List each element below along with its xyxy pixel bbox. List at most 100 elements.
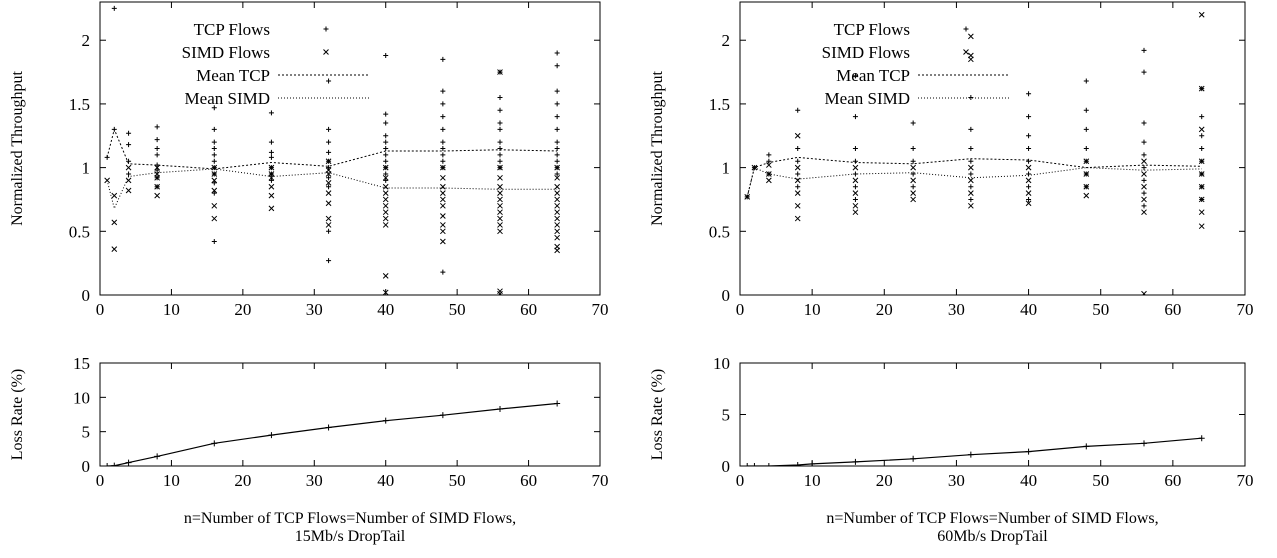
tcp-flow-point bbox=[268, 139, 274, 145]
x-tick-label: 50 bbox=[449, 300, 466, 319]
tcp-flow-point bbox=[1026, 146, 1032, 151]
tcp-flow-point bbox=[326, 228, 332, 234]
tcp-flow-point bbox=[554, 158, 560, 164]
loss-rate-point bbox=[554, 400, 561, 407]
tcp-flow-point bbox=[852, 184, 858, 190]
simd-flow-point bbox=[440, 213, 446, 219]
simd-flow-point bbox=[554, 222, 560, 228]
simd-flow-point bbox=[497, 228, 503, 235]
tcp-flow-point bbox=[383, 171, 389, 177]
tcp-flow-point bbox=[1141, 165, 1147, 171]
x-tick-label: 10 bbox=[804, 471, 821, 490]
x-tick-label: 30 bbox=[306, 300, 323, 319]
x-tick-label: 30 bbox=[306, 471, 323, 490]
tcp-flow-point bbox=[1141, 69, 1147, 75]
simd-flow-point bbox=[268, 205, 275, 212]
loss-rate-point bbox=[809, 460, 816, 466]
tcp-flow-point bbox=[440, 158, 446, 164]
loss-rate-point bbox=[497, 406, 503, 413]
x-tick-label: 50 bbox=[1092, 300, 1109, 319]
tcp-flow-point bbox=[211, 180, 217, 186]
mean-simd-line bbox=[106, 168, 558, 210]
simd-flow-point bbox=[440, 196, 446, 203]
simd-flow-point bbox=[440, 183, 446, 190]
tcp-flow-point bbox=[326, 258, 332, 264]
loss-rate-point bbox=[211, 440, 218, 447]
loss-rate-point bbox=[765, 463, 772, 466]
simd-flow-point bbox=[382, 215, 389, 222]
legend-label: SIMD Flows bbox=[182, 43, 270, 62]
tcp-flow-point bbox=[554, 114, 560, 120]
y-tick-label: 2 bbox=[82, 31, 91, 50]
simd-flow-point bbox=[554, 215, 560, 222]
simd-flow-point bbox=[382, 289, 389, 295]
x-tick-label: 70 bbox=[1237, 471, 1254, 490]
legend-simd-marker bbox=[963, 49, 969, 55]
tcp-flow-point bbox=[383, 177, 389, 183]
simd-flow-point bbox=[440, 228, 446, 235]
simd-flow-point bbox=[1083, 192, 1090, 199]
simd-flow-point bbox=[1141, 158, 1147, 165]
loss-rate-point bbox=[794, 461, 801, 466]
tcp-flow-point bbox=[211, 105, 217, 111]
x-tick-label: 70 bbox=[592, 300, 609, 319]
y-tick-label: 1 bbox=[82, 159, 91, 178]
tcp-flow-point bbox=[1026, 133, 1032, 139]
tcp-flow-point bbox=[111, 5, 117, 11]
tcp-flow-point bbox=[1026, 114, 1032, 120]
simd-flow-point bbox=[794, 177, 801, 184]
tcp-flow-point bbox=[852, 73, 858, 79]
tcp-flow-point bbox=[326, 175, 332, 181]
simd-flow-point bbox=[1083, 171, 1090, 177]
chart-panel-3: 0 10 20 30 40 50 60 70 0 5 10 15 Loss Rate (%) n=Numb… bbox=[9, 354, 609, 545]
x-tick-label: 60 bbox=[520, 300, 537, 319]
plot-frame bbox=[99, 362, 601, 467]
loss-rate-point bbox=[744, 463, 751, 466]
simd-flow-point bbox=[154, 171, 160, 177]
tcp-flow-point bbox=[554, 139, 560, 145]
tcp-flow-point bbox=[154, 152, 160, 158]
simd-flow-point bbox=[1198, 196, 1205, 203]
simd-flow-point bbox=[211, 164, 218, 171]
tcp-flow-point bbox=[326, 78, 332, 84]
tcp-flow-point bbox=[795, 107, 801, 113]
simd-flow-point bbox=[111, 192, 118, 199]
simd-flow-point bbox=[852, 164, 859, 171]
tcp-flow-point bbox=[1141, 120, 1147, 126]
simd-flow-point bbox=[325, 158, 332, 165]
tcp-flow-point bbox=[1083, 146, 1089, 151]
tcp-flow-point bbox=[154, 137, 160, 143]
plot-frame bbox=[739, 362, 1246, 467]
y-tick-label: 10 bbox=[713, 354, 730, 373]
tcp-flow-point bbox=[440, 114, 446, 120]
loss-rate-point bbox=[967, 451, 974, 458]
simd-flow-point bbox=[554, 228, 560, 235]
tcp-flow-point bbox=[326, 149, 332, 155]
simd-flow-point bbox=[497, 215, 503, 222]
tcp-flow-point bbox=[852, 171, 858, 177]
simd-flow-point bbox=[794, 202, 801, 209]
tcp-flow-point bbox=[497, 95, 503, 101]
tcp-flow-point bbox=[211, 190, 217, 196]
legend: TCP Flows SIMD Flows Mean TCP Mean SIMD bbox=[822, 20, 1010, 108]
tcp-flow-point bbox=[968, 184, 974, 190]
simd-flow-point bbox=[440, 164, 446, 171]
simd-flow-point bbox=[554, 164, 560, 171]
mean-tcp-line bbox=[746, 156, 1202, 198]
chart-panel-4: 0 10 20 30 40 50 60 70 0 5 10 Loss Rate (%) n=Number… bbox=[649, 354, 1254, 545]
simd-flow-point bbox=[382, 190, 389, 196]
tcp-flow-point bbox=[795, 146, 801, 151]
legend-tcp-marker bbox=[323, 26, 329, 32]
tcp-flow-point bbox=[968, 196, 974, 202]
tcp-flow-point bbox=[968, 146, 974, 151]
x-axis-label: n=Number of TCP Flows=Number of SIMD Flo… bbox=[184, 510, 516, 527]
simd-flow-point bbox=[268, 183, 275, 190]
tcp-flow-point bbox=[554, 50, 560, 56]
x-tick-label: 20 bbox=[876, 300, 893, 319]
simd-flow-point bbox=[497, 209, 503, 216]
simd-flow-point bbox=[325, 222, 332, 228]
mean-tcp-line bbox=[106, 127, 558, 170]
simd-flow-point bbox=[794, 132, 801, 139]
tcp-flow-point bbox=[1083, 126, 1089, 132]
loss-rate-point bbox=[852, 458, 859, 465]
